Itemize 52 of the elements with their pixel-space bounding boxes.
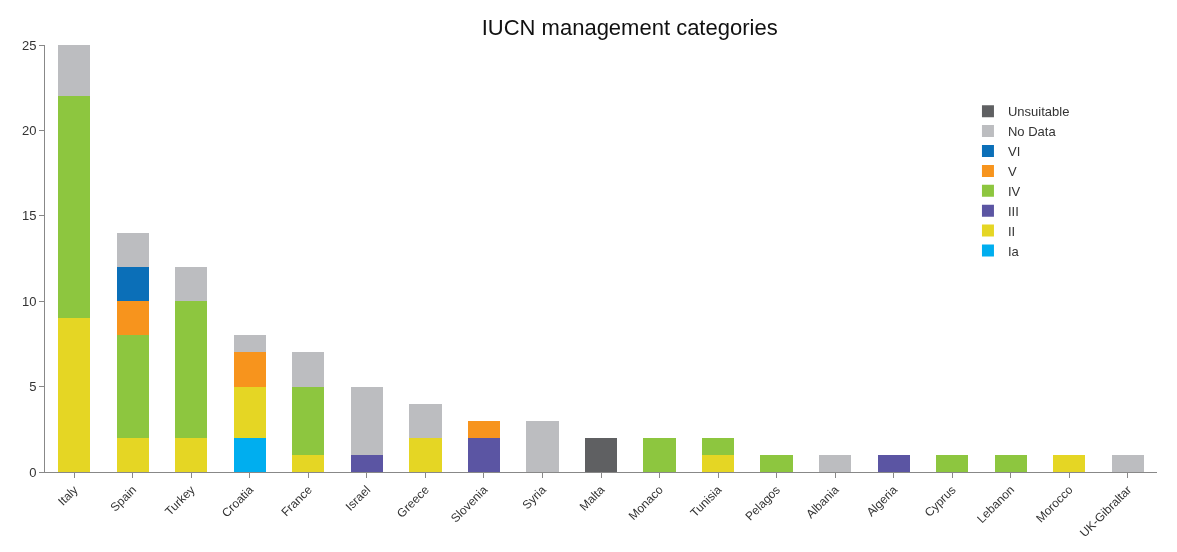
bar	[58, 318, 91, 472]
bar	[760, 454, 793, 472]
bar	[819, 454, 852, 472]
legend-label: IV	[1007, 183, 1021, 199]
bar	[877, 454, 910, 472]
y-tick-label: 15	[21, 208, 37, 224]
bar	[643, 437, 676, 472]
bar	[292, 454, 325, 472]
legend-label: III	[1007, 203, 1019, 219]
bar	[233, 437, 266, 472]
bar	[58, 45, 91, 97]
bar	[116, 232, 149, 268]
y-tick-label: 0	[29, 464, 37, 480]
bar	[994, 454, 1027, 472]
legend-label: Ia	[1007, 243, 1020, 259]
chart-title: IUCN management categories	[481, 14, 778, 40]
bar	[292, 386, 325, 455]
bar	[233, 352, 266, 387]
bar	[233, 386, 266, 438]
bar	[584, 437, 618, 472]
y-tick-label: 25	[21, 37, 37, 53]
bar	[936, 454, 969, 472]
bar	[116, 335, 149, 438]
bar	[350, 454, 383, 472]
bar	[409, 403, 442, 438]
legend-label: No Data	[1007, 124, 1057, 140]
bar	[467, 420, 501, 438]
bar	[233, 335, 266, 353]
x-tick-label: Italy	[55, 482, 81, 509]
y-tick-label: 20	[21, 122, 37, 138]
bar	[116, 267, 149, 302]
bar	[467, 437, 501, 472]
bar	[292, 352, 325, 387]
y-tick-label: 10	[21, 293, 37, 309]
bar	[58, 96, 91, 319]
bar	[175, 267, 208, 302]
legend-label: Unsuitable	[1007, 104, 1070, 120]
bar	[175, 301, 208, 438]
bar	[175, 437, 208, 472]
bar	[701, 454, 735, 472]
bar	[1111, 454, 1144, 472]
bar	[701, 437, 735, 455]
bar	[116, 437, 149, 472]
bar	[1053, 454, 1086, 472]
legend-label: II	[1007, 223, 1016, 239]
legend-label: V	[1007, 163, 1017, 179]
legend-label: VI	[1007, 144, 1021, 160]
bar	[116, 301, 149, 336]
bar	[350, 386, 383, 455]
bar	[526, 420, 559, 472]
bar	[409, 437, 442, 472]
y-tick-label: 5	[29, 379, 37, 395]
